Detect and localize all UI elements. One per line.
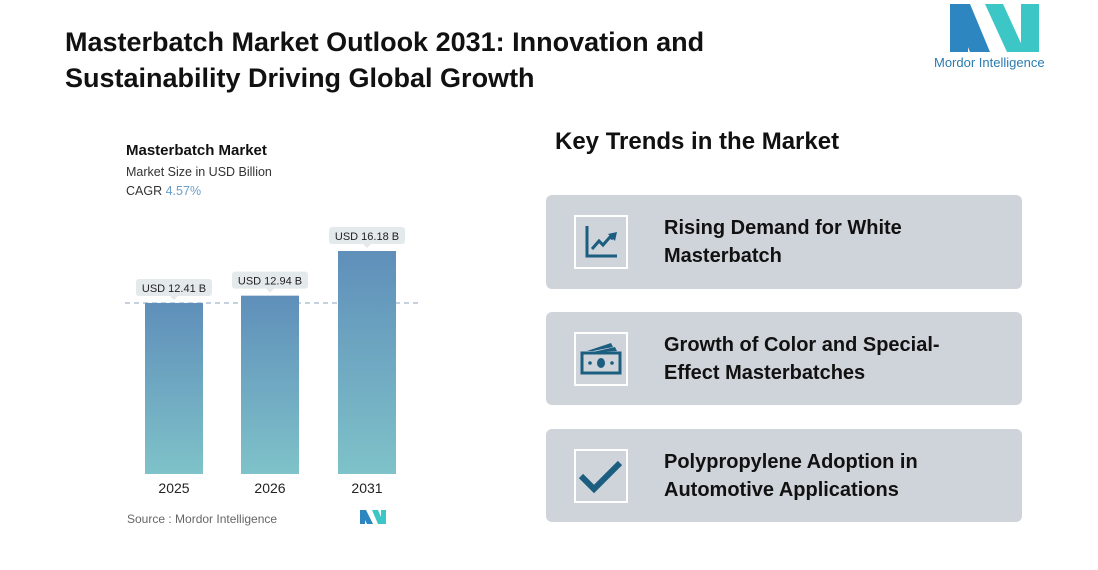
bar-2025	[145, 302, 203, 474]
data-label-pointer	[363, 244, 371, 248]
trend-card: Rising Demand for White Masterbatch	[546, 195, 1022, 289]
x-tick-label: 2026	[254, 480, 285, 496]
mordor-logo-icon	[950, 4, 1039, 52]
chart-subtitle: Market Size in USD Billion	[126, 165, 272, 179]
logo-text: Mordor Intelligence	[934, 55, 1045, 70]
data-label: USD 12.41 B	[142, 283, 206, 295]
trends-heading: Key Trends in the Market	[555, 128, 840, 155]
x-tick-label: 2031	[351, 480, 382, 496]
money-icon	[574, 332, 628, 386]
data-label-bg	[136, 278, 212, 296]
data-label-pointer	[170, 295, 178, 300]
page-title: Masterbatch Market Outlook 2031: Innovat…	[65, 27, 705, 93]
cagr-value: 4.57%	[165, 184, 202, 198]
checkmark-icon	[574, 449, 628, 503]
trend-card: Growth of Color and Special-Effect Maste…	[546, 312, 1022, 405]
chart-title: Masterbatch Market	[126, 142, 267, 159]
data-label-bg	[232, 271, 308, 289]
trend-card: Polypropylene Adoption in Automotive App…	[546, 429, 1022, 522]
bar-chart: USD 12.41 B 2025 USD 12.94 B 2026 USD 16.18 …	[125, 227, 418, 496]
data-label: USD 12.94 B	[238, 276, 302, 288]
data-label: USD 16.18 B	[335, 231, 399, 243]
data-label-bg	[329, 227, 405, 244]
trend-label: Rising Demand for White Masterbatch	[664, 217, 902, 267]
trend-label: Polypropylene Adoption in Automotive App…	[664, 451, 918, 501]
cagr: CAGR 4.57%	[126, 184, 202, 198]
bar-2026	[241, 295, 299, 474]
bar-2031	[338, 251, 396, 474]
source-text: Source : Mordor Intelligence	[127, 512, 278, 526]
mini-logo-icon	[360, 510, 386, 524]
trending-chart-icon	[574, 215, 628, 269]
trend-label: Growth of Color and Special-Effect Maste…	[664, 334, 940, 384]
data-label-pointer	[266, 288, 274, 293]
x-tick-label: 2025	[158, 480, 189, 496]
